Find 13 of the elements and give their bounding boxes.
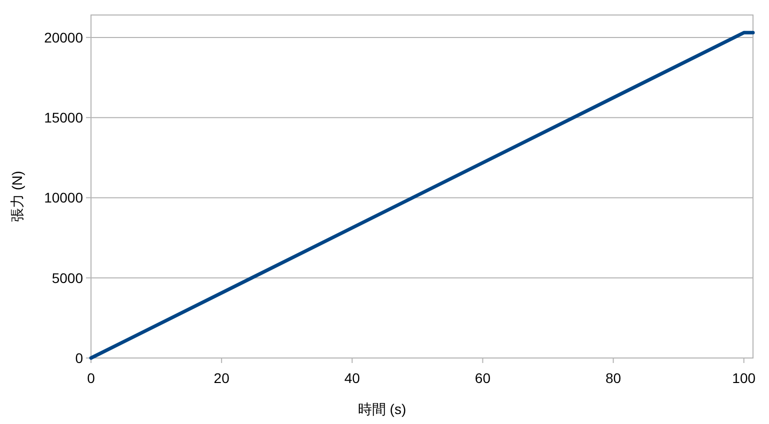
y-tick-label: 10000	[44, 190, 84, 206]
x-tick-label: 100	[732, 370, 756, 386]
x-tick-label: 0	[87, 370, 96, 386]
x-tick-label: 40	[344, 370, 360, 386]
y-tick-label: 5000	[52, 270, 84, 286]
y-tick-label: 20000	[44, 29, 84, 46]
x-tick-label: 60	[474, 370, 491, 386]
y-tick-label: 15000	[44, 110, 84, 126]
x-tick-label: 20	[214, 370, 230, 386]
x-axis-title: 時間 (s)	[358, 401, 406, 417]
y-tick-label: 0	[75, 350, 84, 366]
x-tick-label: 80	[606, 370, 622, 386]
y-axis-title: 張力 (N)	[9, 170, 25, 222]
